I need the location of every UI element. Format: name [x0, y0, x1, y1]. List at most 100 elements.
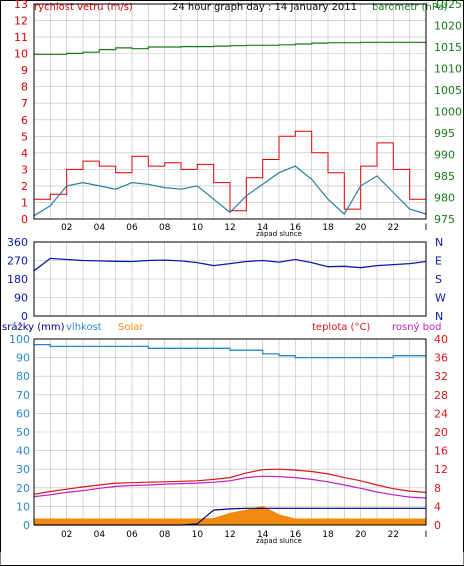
hour-tick: 18: [322, 223, 334, 233]
compass-tick: N: [435, 310, 443, 323]
hum-tick: 70: [16, 389, 30, 402]
baro-tick: 1000: [434, 106, 462, 119]
temp-tick: 20: [434, 426, 448, 439]
hour-tick: 08: [159, 223, 171, 233]
compass-tick: N: [435, 236, 443, 249]
hour-tick: 04: [94, 223, 106, 233]
hour-tick: 02: [61, 223, 72, 233]
sunset-label-top: západ slunce: [256, 230, 302, 238]
baro-tick: 1025: [434, 0, 462, 11]
wind-tick: 11: [14, 31, 28, 44]
humidity-line: [34, 343, 426, 359]
rain-label: srážky (mm): [2, 321, 65, 333]
baro-tick: 990: [434, 149, 455, 162]
wind-tick: 2: [21, 180, 28, 193]
hour-tick: 22: [388, 223, 399, 233]
hour-tick: 06: [126, 223, 138, 233]
dir-grid: [34, 242, 426, 316]
wind-tick: 9: [21, 64, 28, 77]
wind-tick: 4: [21, 147, 28, 160]
hour-tick: 08: [159, 530, 171, 540]
hour-tick: 12: [224, 530, 235, 540]
dir-tick: 360: [7, 236, 28, 249]
hour-tick: 10: [192, 530, 204, 540]
climate-grid: [34, 339, 426, 525]
dir-tick: 180: [7, 273, 28, 286]
hour-tick: 20: [355, 223, 367, 233]
temp-tick: 32: [434, 370, 448, 383]
hum-tick: 40: [16, 445, 30, 458]
temp-line: [33, 468, 427, 495]
baro-tick: 1020: [434, 20, 462, 33]
wind-avg-line: [33, 165, 427, 217]
climate-ticks-left: 0 10 20 30 40 50 60 70 80 90 100: [9, 333, 30, 532]
baro-ticks: 975 980 985 990 995 1000 1005 1010 1015 1020 1025: [434, 0, 462, 226]
hum-tick: 60: [16, 407, 30, 420]
temp-label: teplota (°C): [312, 322, 370, 333]
temp-tick: 36: [434, 352, 448, 365]
wind-tick: 1: [21, 196, 28, 209]
wind-tick: 7: [21, 97, 28, 110]
hum-tick: 90: [16, 352, 30, 365]
wind-tick: 5: [21, 130, 28, 143]
hour-tick: I: [425, 530, 428, 540]
temp-tick: 16: [434, 445, 448, 458]
hour-tick: I: [425, 223, 428, 233]
hum-tick: 100: [9, 333, 30, 346]
hour-tick: 16: [290, 530, 302, 540]
climate-plot-frame: [33, 338, 427, 526]
temp-tick: 8: [434, 482, 441, 495]
dir-tick: 0: [21, 310, 28, 323]
compass-tick: W: [435, 292, 446, 305]
temp-ticks: 0 4 8 12 16 20 24 28 32 36 40: [434, 333, 448, 532]
wind-tick: 0: [21, 213, 28, 226]
hour-tick: 02: [61, 530, 72, 540]
compass-tick: E: [435, 255, 442, 268]
wind-tick: 12: [14, 15, 28, 28]
wind-tick: 8: [21, 81, 28, 94]
sunset-label-bottom: západ slunce: [256, 537, 302, 545]
hour-tick: 14: [257, 530, 269, 540]
hour-tick: 22: [388, 530, 399, 540]
hour-tick: 16: [290, 223, 302, 233]
hour-tick: 18: [322, 530, 334, 540]
baro-tick: 995: [434, 127, 455, 140]
dir-tick: 90: [14, 292, 28, 305]
temp-tick: 40: [434, 333, 448, 346]
hum-tick: 0: [23, 519, 30, 532]
solar-area: [33, 505, 427, 526]
temp-tick: 4: [434, 500, 441, 513]
wind-plot-frame: [33, 3, 427, 220]
hum-tick: 10: [16, 500, 30, 513]
hour-tick: 12: [224, 223, 235, 233]
wind-dir-line: [33, 257, 427, 272]
bottom-margin: [0, 552, 464, 565]
wind-axis-title: rychlost vetru (m/s): [34, 2, 133, 13]
hour-labels-top: 02 04 06 08 10 12 14 16 18 20 22 I: [61, 223, 427, 233]
hour-tick: 10: [192, 223, 204, 233]
hour-tick: 04: [94, 530, 106, 540]
wind-tick: 3: [21, 163, 28, 176]
baro-tick: 975: [434, 213, 455, 226]
dir-tick: 270: [7, 255, 28, 268]
hour-tick: 06: [126, 530, 138, 540]
hum-tick: 50: [16, 426, 30, 439]
hour-tick: 14: [257, 223, 269, 233]
hour-labels-bottom: 02 04 06 08 10 12 14 16 18 20 22 I: [61, 530, 427, 540]
temp-tick: 28: [434, 389, 448, 402]
dir-ticks: 0 90 180 270 360: [7, 236, 28, 323]
hum-tick: 30: [16, 463, 30, 476]
temp-tick: 24: [434, 407, 448, 420]
baro-line: [34, 41, 427, 55]
dir-plot-frame: [33, 241, 427, 317]
baro-tick: 1010: [434, 63, 462, 76]
solar-label: Solar: [118, 322, 144, 333]
hour-tick: 20: [355, 530, 367, 540]
temp-tick: 12: [434, 463, 448, 476]
wind-gust-line: [34, 130, 427, 212]
